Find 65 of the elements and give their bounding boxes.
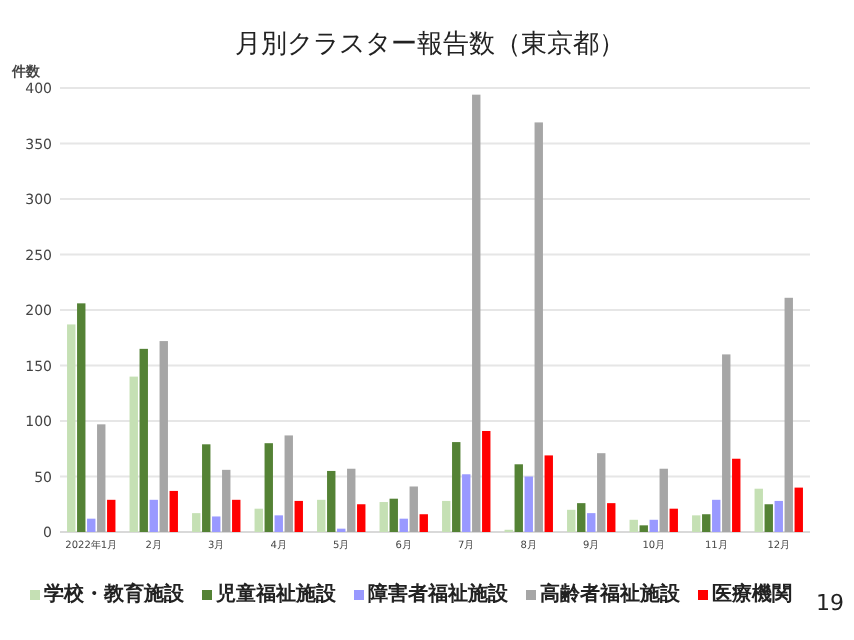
bar (232, 499, 241, 532)
bar (482, 430, 491, 532)
bar (442, 500, 451, 532)
bar (452, 442, 461, 532)
bar (67, 324, 76, 532)
bar (149, 499, 158, 532)
bar (327, 470, 336, 532)
bar (784, 297, 793, 532)
bar (97, 424, 106, 532)
bar (77, 303, 86, 532)
bar (567, 509, 576, 532)
bar (544, 455, 553, 532)
bar (754, 488, 763, 532)
bar (294, 500, 303, 532)
bar (399, 518, 408, 532)
legend-label: 医療機関 (712, 582, 792, 606)
bar (274, 515, 283, 532)
bar (659, 468, 668, 532)
bar (264, 443, 273, 532)
bar (514, 464, 523, 532)
bar (702, 514, 711, 532)
bar (87, 518, 96, 532)
bar (202, 444, 211, 532)
legend-label: 障害者福祉施設 (368, 582, 510, 606)
bar (587, 513, 596, 532)
bar (639, 525, 648, 532)
bar (607, 503, 616, 532)
bar (597, 453, 606, 532)
bar (284, 435, 293, 532)
legend-label: 高齢者福祉施設 (540, 582, 682, 606)
bar (169, 490, 178, 532)
bar (774, 500, 783, 532)
bar (347, 468, 356, 532)
chart-title: 月別クラスター報告数（東京都） (235, 30, 625, 60)
bar (389, 498, 398, 532)
bar (692, 515, 701, 532)
bar (139, 348, 148, 532)
bar (649, 519, 658, 532)
bar (462, 474, 471, 532)
bar (534, 122, 543, 532)
bar (107, 499, 116, 532)
text: 19 (816, 590, 844, 616)
bar (212, 516, 221, 532)
bar (317, 499, 326, 532)
bar (222, 469, 231, 532)
bar (722, 354, 731, 532)
bar (409, 486, 418, 532)
bar (669, 508, 678, 532)
bar (159, 341, 168, 532)
bar (794, 487, 803, 532)
bar (712, 499, 721, 532)
bar (577, 503, 586, 532)
bar (524, 476, 533, 532)
bar (192, 513, 201, 532)
bar (419, 514, 428, 532)
bar (732, 458, 741, 532)
bar (472, 94, 481, 532)
bar (129, 376, 138, 532)
bar (764, 504, 773, 532)
bar (629, 519, 638, 532)
legend-label: 学校・教育施設 (44, 582, 186, 606)
legend-label: 児童福祉施設 (214, 582, 338, 606)
bar (379, 502, 388, 532)
bar (357, 504, 366, 532)
bar (254, 508, 263, 532)
